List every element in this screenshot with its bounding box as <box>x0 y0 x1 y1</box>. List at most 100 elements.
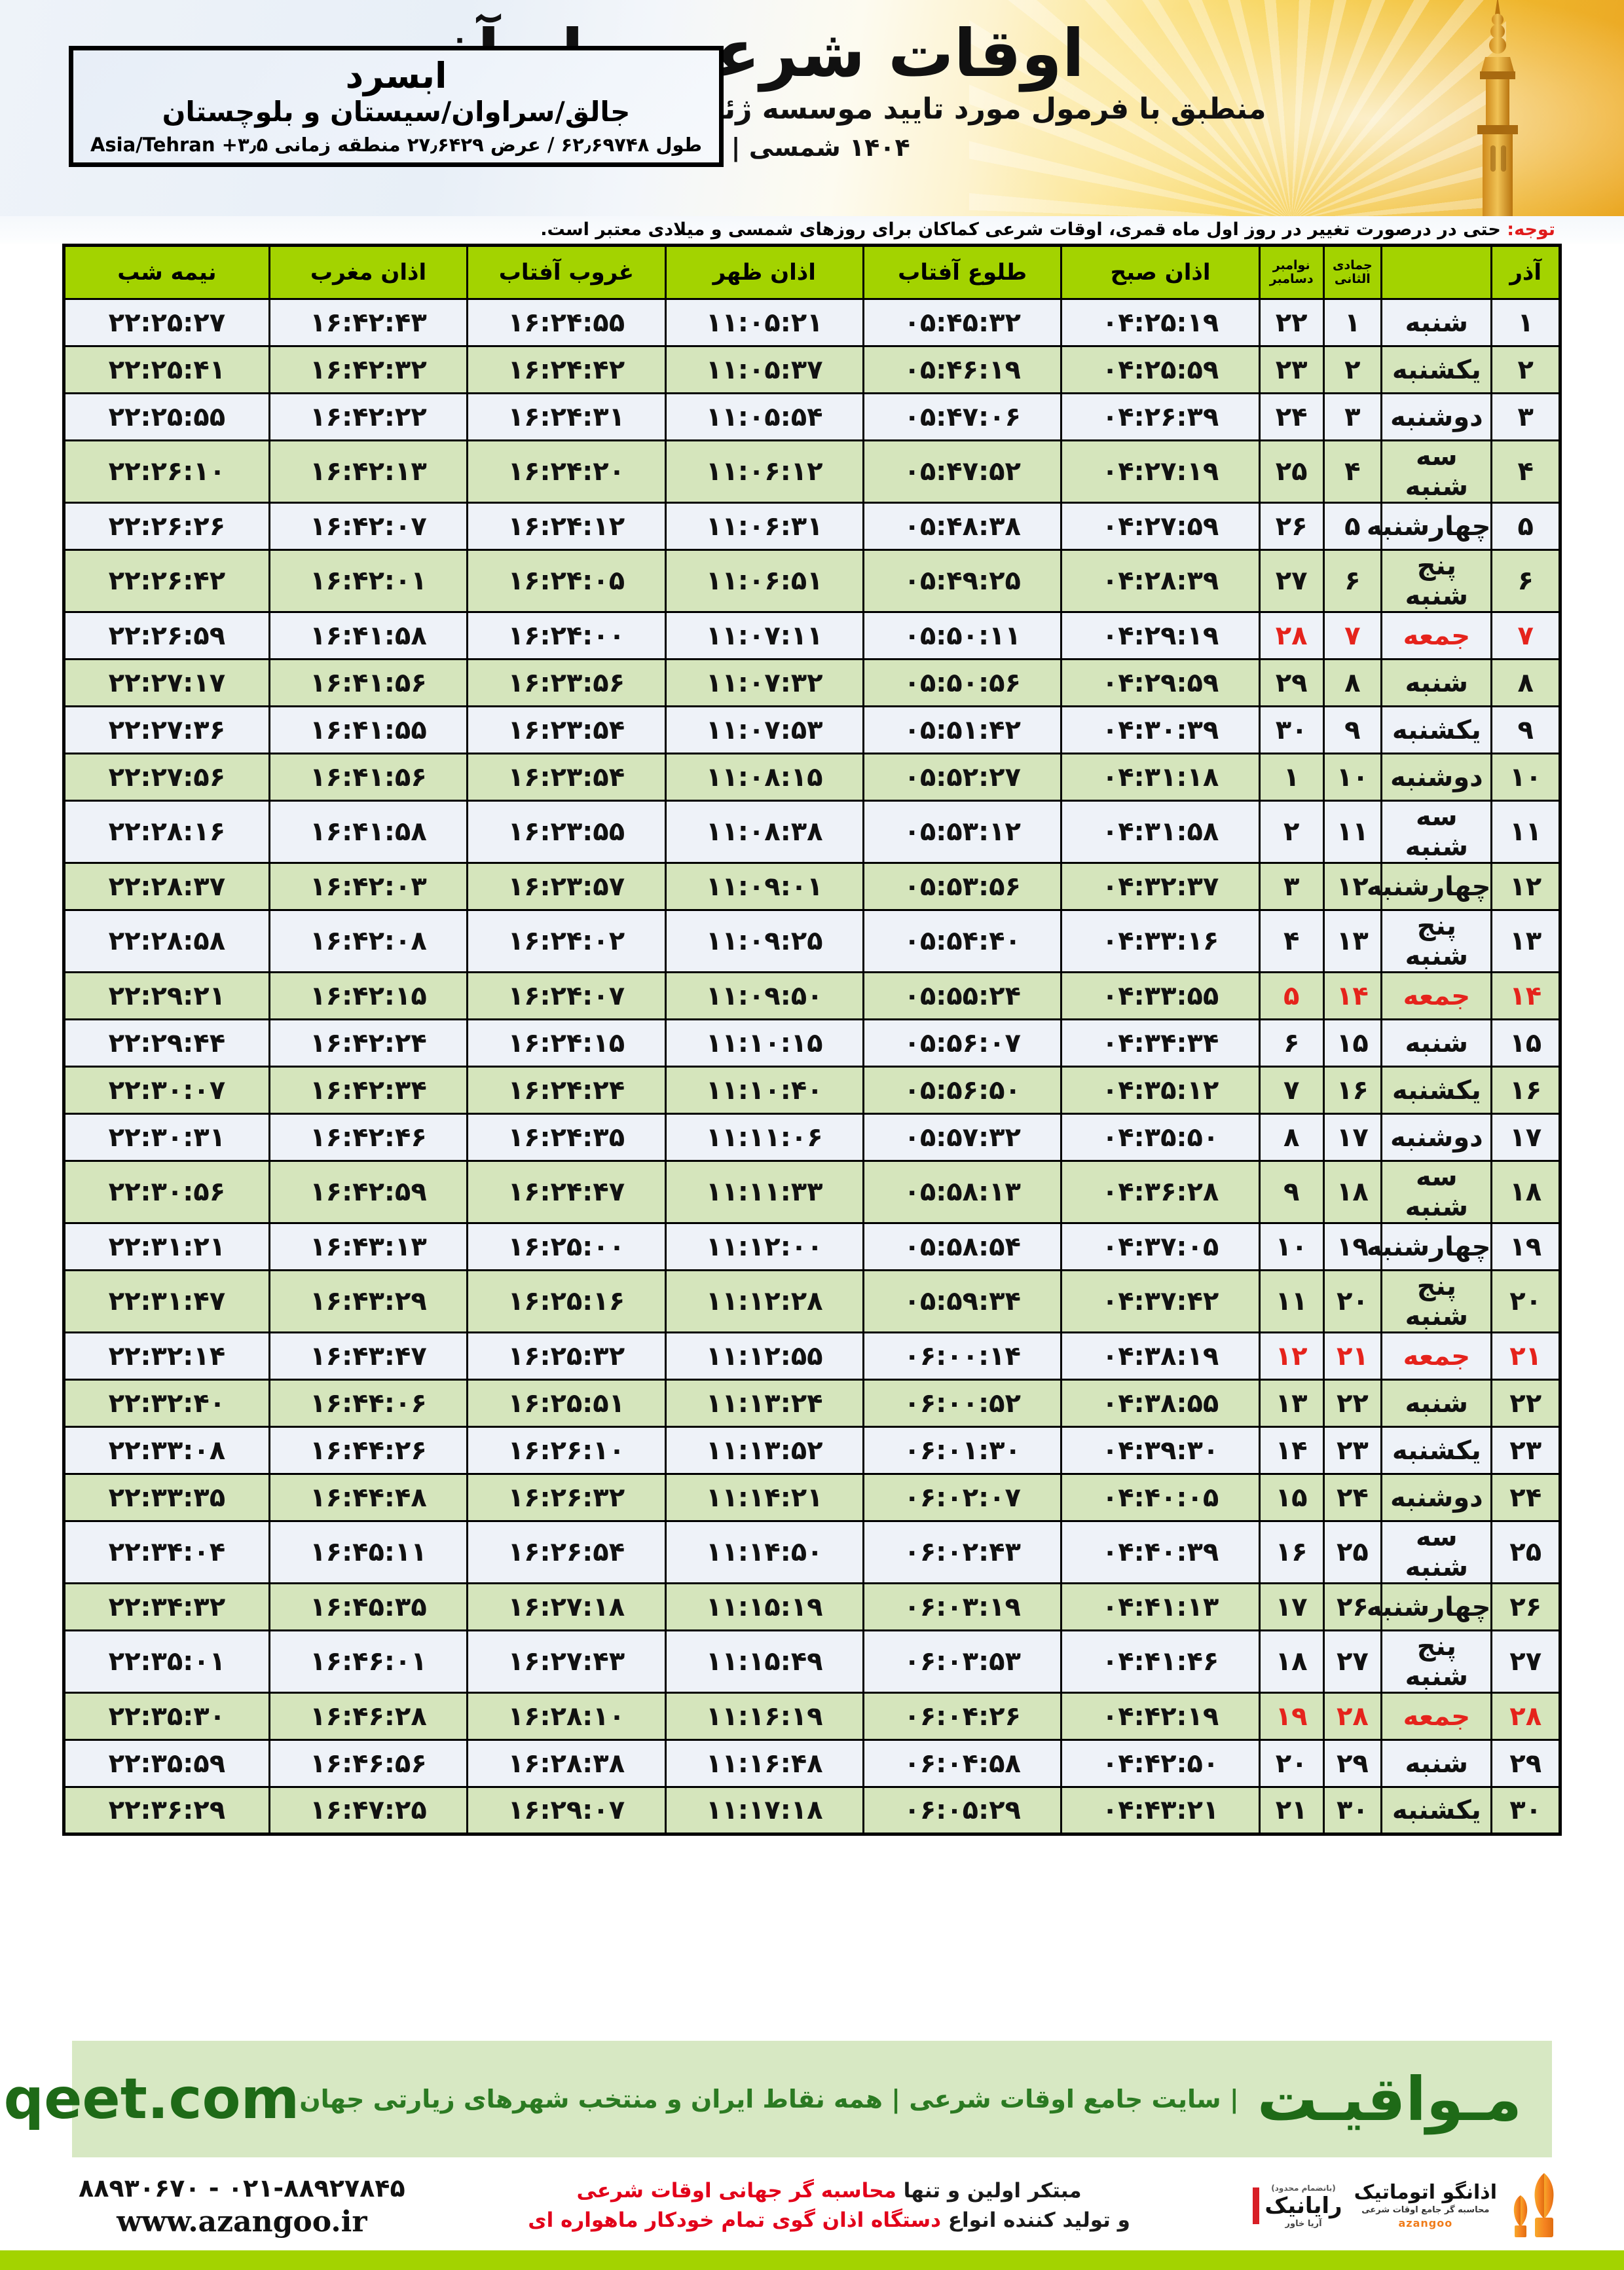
cell-fajr: ۰۴:۳۹:۳۰ <box>1060 1426 1261 1475</box>
contact-website[interactable]: www.azangoo.ir <box>117 2205 367 2239</box>
cell-midnight: ۲۲:۲۵:۵۵ <box>63 392 270 441</box>
brand-bar: مـواقیـت | سایت جامع اوقات شرعی | همه نق… <box>0 2041 1552 2157</box>
azangoo-minaret-icon <box>1513 2173 1554 2237</box>
cell-weekday: پنج شنبه <box>1380 909 1493 973</box>
cell-sunset: ۱۶:۲۵:۵۱ <box>466 1379 667 1428</box>
cell-azar-day: ۲۰ <box>1490 1269 1561 1333</box>
cell-sunrise: ۰۶:۰۳:۱۹ <box>862 1582 1063 1631</box>
cell-sunset: ۱۶:۲۳:۵۴ <box>466 705 667 754</box>
brand-domain[interactable]: mavaqeet.com <box>0 2066 300 2132</box>
cell-fajr: ۰۴:۲۷:۵۹ <box>1060 502 1261 551</box>
cell-gregorian-day: ۲۷ <box>1258 549 1325 613</box>
cell-dhuhr: ۱۱:۱۱:۰۶ <box>664 1113 864 1162</box>
cell-sunset: ۱۶:۲۴:۱۲ <box>466 502 667 551</box>
cell-sunrise: ۰۶:۰۲:۴۳ <box>862 1520 1063 1584</box>
cell-hijri-day: ۹ <box>1322 705 1383 754</box>
cell-sunrise: ۰۵:۵۶:۵۰ <box>862 1066 1063 1115</box>
col-header-greg-bottom: دسامبر <box>1269 272 1314 286</box>
cell-hijri-day: ۲ <box>1322 345 1383 394</box>
cell-midnight: ۲۲:۲۸:۱۶ <box>63 800 270 864</box>
col-header-greg-top: نوامبر <box>1272 258 1310 273</box>
cell-sunset: ۱۶:۲۶:۵۴ <box>466 1520 667 1584</box>
cell-sunset: ۱۶:۲۴:۵۵ <box>466 298 667 347</box>
cell-midnight: ۲۲:۲۹:۴۴ <box>63 1018 270 1068</box>
cell-sunrise: ۰۵:۴۷:۰۶ <box>862 392 1063 441</box>
table-row: ۲۴ دوشنبه ۲۴ ۱۵ ۰۴:۴۰:۰۵ ۰۶:۰۲:۰۷ ۱۱:۱۴:۲۱ ۱۶:۲… <box>63 1473 1561 1522</box>
partner-logos: اذانگو اتوماتیک محاسبه گر جامع اوقات شرع… <box>1253 2169 1624 2242</box>
cell-sunset: ۱۶:۲۶:۱۰ <box>466 1426 667 1475</box>
cell-gregorian-day: ۲۶ <box>1258 502 1325 551</box>
cell-azar-day: ۲۳ <box>1490 1426 1561 1475</box>
cell-weekday: چهارشنبه <box>1367 502 1493 551</box>
contact-block: ۰۲۱-۸۸۹۲۷۸۴۵ - ۸۸۹۳۰۶۷۰ www.azangoo.ir <box>0 2174 405 2239</box>
cell-hijri-day: ۲۲ <box>1322 1379 1383 1428</box>
cell-sunset: ۱۶:۲۴:۲۰ <box>466 439 667 504</box>
cell-sunrise: ۰۵:۴۷:۵۲ <box>862 439 1063 504</box>
cell-sunrise: ۰۶:۰۰:۵۲ <box>862 1379 1063 1428</box>
cell-gregorian-day: ۲۱ <box>1258 1786 1325 1835</box>
cell-fajr: ۰۴:۲۹:۵۹ <box>1060 658 1261 707</box>
cell-weekday: دوشنبه <box>1380 1113 1493 1162</box>
table-row: ۱۷ دوشنبه ۱۷ ۸ ۰۴:۳۵:۵۰ ۰۵:۵۷:۳۲ ۱۱:۱۱:۰۶ ۱۶:۲۴… <box>63 1113 1561 1162</box>
cell-dhuhr: ۱۱:۰۵:۵۴ <box>664 392 864 441</box>
cell-gregorian-day: ۶ <box>1258 1018 1325 1068</box>
azangoo-logo-en: azangoo <box>1398 2216 1453 2229</box>
cell-maghrib: ۱۶:۴۶:۲۸ <box>268 1692 469 1741</box>
contact-phone: ۰۲۱-۸۸۹۲۷۸۴۵ - ۸۸۹۳۰۶۷۰ <box>79 2173 405 2203</box>
cell-azar-day: ۹ <box>1490 705 1561 754</box>
cell-weekday: یکشنبه <box>1380 705 1493 754</box>
cell-weekday: پنج شنبه <box>1380 1269 1493 1333</box>
cell-azar-day: ۱۸ <box>1490 1160 1561 1224</box>
cell-hijri-day: ۲۳ <box>1322 1426 1383 1475</box>
cell-gregorian-day: ۵ <box>1258 971 1325 1020</box>
cell-maghrib: ۱۶:۴۵:۳۵ <box>268 1582 469 1631</box>
cell-gregorian-day: ۱۳ <box>1258 1379 1325 1428</box>
rayanic-logo-name: رایانیک <box>1264 2192 1342 2219</box>
cell-azar-day: ۷ <box>1490 611 1561 660</box>
cell-weekday: چهارشنبه <box>1367 1222 1493 1271</box>
cell-dhuhr: ۱۱:۱۵:۱۹ <box>664 1582 864 1631</box>
cell-weekday: یکشنبه <box>1380 1786 1493 1835</box>
table-row: ۲۸ جمعه ۲۸ ۱۹ ۰۴:۴۲:۱۹ ۰۶:۰۴:۲۶ ۱۱:۱۶:۱۹ ۱۶:۲۸:… <box>63 1692 1561 1741</box>
table-row: ۹ یکشنبه ۹ ۳۰ ۰۴:۳۰:۳۹ ۰۵:۵۱:۴۲ ۱۱:۰۷:۵۳ ۱۶:۲۳:… <box>63 705 1561 754</box>
cell-gregorian-day: ۸ <box>1258 1113 1325 1162</box>
cell-azar-day: ۱۳ <box>1490 909 1561 973</box>
cell-dhuhr: ۱۱:۱۴:۲۱ <box>664 1473 864 1522</box>
cell-sunset: ۱۶:۲۴:۳۵ <box>466 1113 667 1162</box>
cell-fajr: ۰۴:۲۵:۱۹ <box>1060 298 1261 347</box>
cell-midnight: ۲۲:۲۵:۴۱ <box>63 345 270 394</box>
cell-maghrib: ۱۶:۴۷:۲۵ <box>268 1786 469 1835</box>
cell-fajr: ۰۴:۳۷:۴۲ <box>1060 1269 1261 1333</box>
slogan-line-2-black: و تولید کننده انواع <box>941 2208 1130 2232</box>
cell-maghrib: ۱۶:۴۱:۵۵ <box>268 705 469 754</box>
cell-azar-day: ۱۲ <box>1490 862 1561 911</box>
cell-dhuhr: ۱۱:۰۶:۱۲ <box>664 439 864 504</box>
cell-weekday: جمعه <box>1380 1331 1493 1381</box>
cell-weekday: سه شنبه <box>1380 1160 1493 1224</box>
col-header-midnight: نیمه شب <box>63 244 270 300</box>
cell-maghrib: ۱۶:۴۶:۵۶ <box>268 1739 469 1788</box>
cell-weekday: دوشنبه <box>1380 753 1493 802</box>
table-row: ۲ یکشنبه ۲ ۲۳ ۰۴:۲۵:۵۹ ۰۵:۴۶:۱۹ ۱۱:۰۵:۳۷ ۱۶:۲۴:… <box>63 345 1561 394</box>
cell-fajr: ۰۴:۳۱:۵۸ <box>1060 800 1261 864</box>
cell-dhuhr: ۱۱:۰۹:۵۰ <box>664 971 864 1020</box>
cell-sunrise: ۰۵:۵۸:۵۴ <box>862 1222 1063 1271</box>
cell-fajr: ۰۴:۳۷:۰۵ <box>1060 1222 1261 1271</box>
cell-gregorian-day: ۱۸ <box>1258 1629 1325 1694</box>
cell-azar-day: ۲ <box>1490 345 1561 394</box>
cell-midnight: ۲۲:۲۶:۱۰ <box>63 439 270 504</box>
cell-fajr: ۰۴:۲۹:۱۹ <box>1060 611 1261 660</box>
bottom-bar: اذانگو اتوماتیک محاسبه گر جامع اوقات شرع… <box>0 2161 1624 2250</box>
cell-midnight: ۲۲:۳۱:۴۷ <box>63 1269 270 1333</box>
brand-name-fa: مـواقیـت <box>1257 2064 1522 2134</box>
cell-azar-day: ۸ <box>1490 658 1561 707</box>
cell-maghrib: ۱۶:۴۳:۴۷ <box>268 1331 469 1381</box>
cell-fajr: ۰۴:۴۲:۵۰ <box>1060 1739 1261 1788</box>
cell-midnight: ۲۲:۳۴:۳۲ <box>63 1582 270 1631</box>
cell-dhuhr: ۱۱:۰۶:۵۱ <box>664 549 864 613</box>
cell-gregorian-day: ۱۵ <box>1258 1473 1325 1522</box>
table-row: ۲۳ یکشنبه ۲۳ ۱۴ ۰۴:۳۹:۳۰ ۰۶:۰۱:۳۰ ۱۱:۱۳:۵۲ ۱۶:۲… <box>63 1426 1561 1475</box>
cell-sunset: ۱۶:۲۳:۵۴ <box>466 753 667 802</box>
slogan-line-1-black: مبتکر اولین و تنها <box>896 2179 1082 2203</box>
col-header-hijri-label: جمادی الثانی <box>1332 258 1373 286</box>
